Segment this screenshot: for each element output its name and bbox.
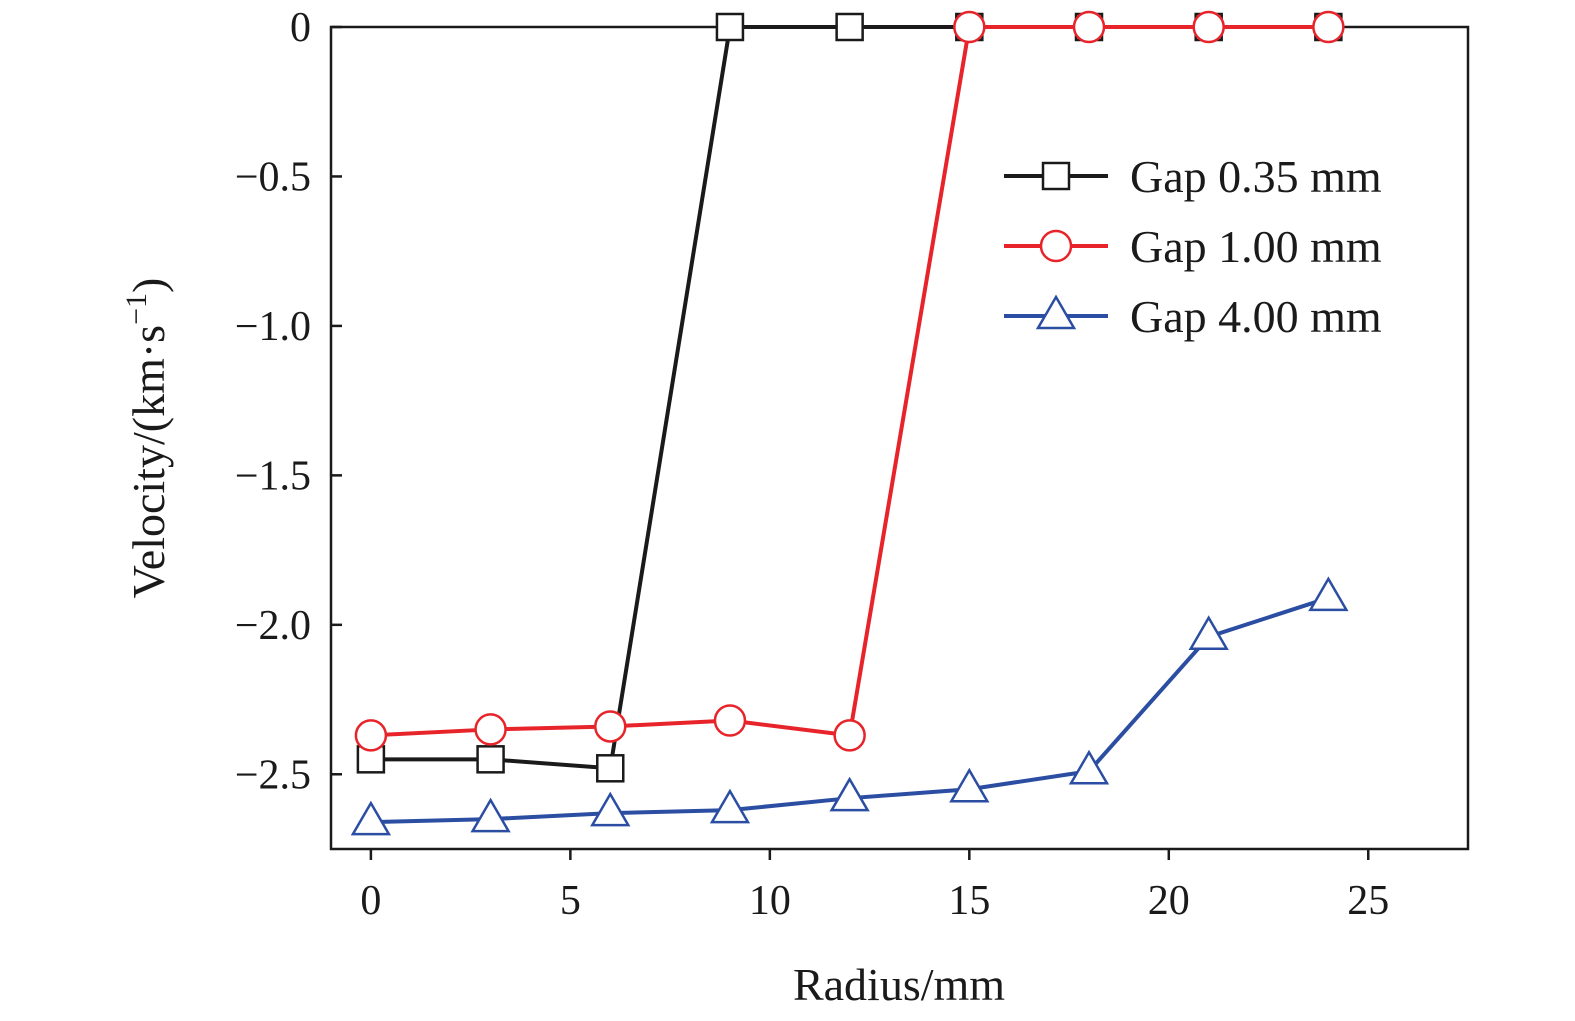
series-3 <box>350 576 1349 836</box>
data-point-circle <box>354 719 388 752</box>
x-tick-label: 10 <box>749 878 791 924</box>
series-line <box>370 25 1329 738</box>
y-tick-label: −1.0 <box>235 304 311 350</box>
x-tick-label: 0 <box>360 878 381 924</box>
data-point-square <box>596 754 625 783</box>
y-axis-title-superscript: −1 <box>120 293 153 325</box>
data-point-triangle <box>1308 576 1349 612</box>
y-tick-label: −1.5 <box>235 453 311 499</box>
data-point-square <box>835 12 864 42</box>
data-point-circle <box>953 10 986 44</box>
data-point-circle <box>1192 10 1225 44</box>
y-axis-title: Velocity/(km·s−1) <box>120 278 174 599</box>
series-1 <box>356 12 1343 783</box>
data-point-circle <box>1312 10 1345 44</box>
legend-item: Gap 1.00 mm <box>1004 221 1382 272</box>
series-line <box>370 25 1329 771</box>
series-layer <box>350 10 1349 836</box>
data-point-triangle <box>829 776 870 812</box>
legend-item: Gap 0.35 mm <box>1004 151 1382 202</box>
data-point-circle <box>594 710 627 743</box>
data-point-triangle <box>470 797 511 833</box>
data-point-triangle <box>949 767 990 803</box>
data-point-circle <box>713 704 747 737</box>
x-tick-label: 20 <box>1148 878 1190 924</box>
data-point-triangle <box>1068 749 1110 785</box>
data-point-square <box>476 745 505 774</box>
legend-label: Gap 1.00 mm <box>1130 221 1382 272</box>
y-axis-ticks: 0 −0.5 −1.0 −1.5 −2.0 −2.5 <box>235 5 342 798</box>
legend-marker-triangle <box>1035 294 1077 330</box>
legend-marker-square <box>1041 161 1071 191</box>
x-axis-ticks: 0 5 10 15 20 25 <box>360 849 1389 924</box>
y-axis-title-close: ) <box>123 278 174 293</box>
data-point-circle <box>1072 10 1106 44</box>
data-point-triangle <box>1188 615 1229 651</box>
data-point-square <box>715 12 745 42</box>
x-tick-label: 25 <box>1347 878 1389 924</box>
y-tick-label: 0 <box>290 5 311 51</box>
data-point-triangle <box>709 788 751 824</box>
y-tick-label: −2.0 <box>235 603 311 649</box>
x-tick-label: 15 <box>948 878 990 924</box>
legend: Gap 0.35 mm Gap 1.00 mm Gap 4.00 mm <box>1004 151 1382 342</box>
y-tick-label: −0.5 <box>235 154 311 200</box>
data-point-circle <box>474 713 507 746</box>
x-axis-title: Radius/mm <box>793 959 1005 1010</box>
data-point-triangle <box>350 800 392 836</box>
legend-label: Gap 4.00 mm <box>1130 291 1382 342</box>
data-point-triangle <box>590 791 631 827</box>
y-axis-title-main: Velocity/(km·s <box>123 325 174 598</box>
series-2 <box>354 10 1345 752</box>
data-point-circle <box>833 719 866 752</box>
legend-item: Gap 4.00 mm <box>1004 291 1382 342</box>
y-tick-label: −2.5 <box>235 752 311 798</box>
legend-label: Gap 0.35 mm <box>1130 151 1382 202</box>
legend-marker-circle <box>1039 229 1073 263</box>
x-tick-label: 5 <box>560 878 581 924</box>
